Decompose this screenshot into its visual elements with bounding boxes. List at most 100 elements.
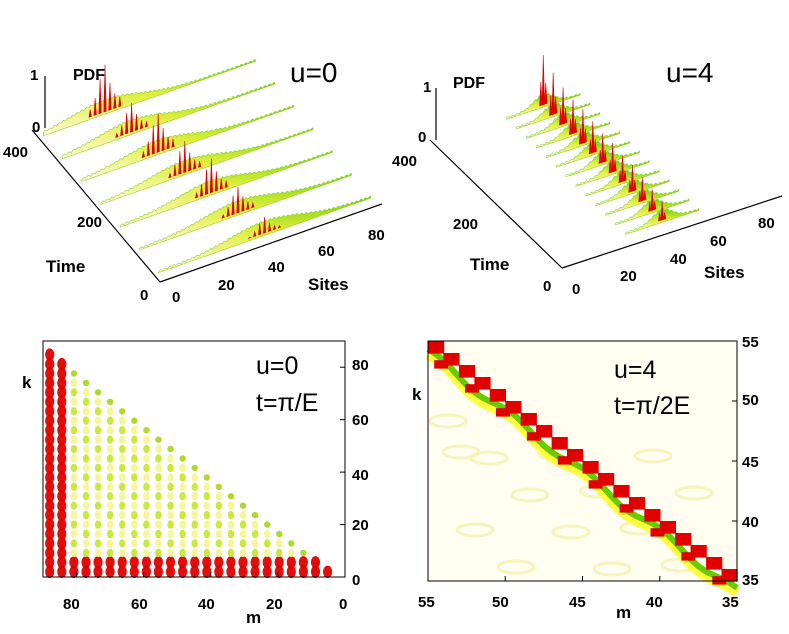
heatmap-cell [155, 548, 162, 558]
heatmap-cell [203, 529, 210, 539]
heatmap-cell [203, 492, 210, 501]
heatmap-cell [70, 492, 78, 501]
heatmap-cell [119, 529, 126, 539]
pdf-peak-spike [103, 64, 107, 113]
x-tick-40: 40 [646, 594, 663, 611]
pdf-peak-spike [108, 82, 112, 111]
surface-ribbon [565, 149, 640, 178]
heatmap-cell [70, 529, 78, 539]
pdf-peak-spike [638, 190, 642, 203]
pdf-peak-spike [539, 81, 543, 107]
x-axis-label: m [246, 608, 261, 627]
sites-axis-line [159, 203, 383, 283]
sites-tick-60: 60 [710, 233, 727, 250]
heatmap-cell [167, 510, 174, 520]
heatmap-cell [94, 397, 102, 406]
heatmap-cell [94, 482, 102, 491]
heatmap-cell [131, 529, 138, 539]
heatmap-cell [227, 501, 235, 510]
pdf-peak-spike [168, 172, 172, 179]
heatmap-cell [191, 473, 198, 482]
heatmap-cell [70, 454, 78, 463]
surface-ribbons-u4 [506, 55, 700, 235]
heatmap-cell [82, 501, 90, 510]
heatmap-cell [167, 454, 174, 463]
pdf-peak-spike [247, 236, 252, 240]
heatmap-cell [57, 433, 67, 446]
y-tick-80: 80 [352, 357, 369, 374]
heatmap-cell [202, 556, 212, 569]
heatmap-cell [119, 492, 126, 501]
pdf-peak-spike [623, 170, 627, 182]
heatmap-cell [106, 444, 114, 454]
heatmap-cell [155, 520, 162, 529]
heatmap-cell [106, 501, 114, 510]
z-tick-1: 1 [30, 67, 38, 84]
pdf-peak-spike [93, 97, 97, 116]
pdf-peak-spike [178, 151, 182, 175]
heatmap-cell [191, 482, 198, 491]
heatmap-cell [428, 341, 445, 354]
heatmap-cell [106, 529, 114, 539]
pdf-peak-spike [571, 99, 575, 135]
heatmap-cells-u4 [425, 341, 740, 597]
time-tick-0: 0 [543, 278, 551, 295]
heatmap-cell [94, 529, 102, 539]
pdf-peak-spike [598, 149, 602, 164]
panel-annotation: u=0 [290, 57, 338, 88]
heatmap-cell [57, 556, 67, 569]
heatmap-cell [131, 482, 138, 491]
sites-tick-80: 80 [368, 227, 385, 244]
heatmap-cell [57, 565, 67, 578]
heatmap-cell [165, 556, 176, 569]
pdf-peak-spike [618, 170, 622, 184]
heatmap-cell [239, 529, 247, 539]
heatmap-cell [45, 556, 55, 569]
time-axis-line [429, 139, 563, 269]
pdf-peak-spike [554, 96, 558, 115]
heatmap-cell [119, 539, 126, 548]
panel-top-left: 1 0 PDF u=0 400 200 0 Time 0 20 40 60 80… [3, 57, 385, 306]
heatmap-cell [191, 464, 198, 472]
heatmap-cell [310, 565, 321, 578]
heatmap-cell [82, 388, 90, 397]
pdf-peak-spike [601, 133, 605, 164]
heatmap-cell [227, 510, 235, 520]
heatmap-cell [105, 556, 115, 569]
y-tick-40: 40 [742, 514, 759, 531]
heatmap-cell [82, 473, 90, 482]
heatmap-cell [227, 539, 235, 548]
heatmap-cell [239, 502, 247, 509]
heatmap-cell [202, 565, 212, 578]
heatmap-cell [153, 556, 163, 569]
heatmap-cell [119, 482, 126, 491]
heatmap-cell [179, 529, 186, 539]
heatmap-cell [214, 565, 224, 578]
heatmap-cell [131, 435, 138, 444]
surface-ribbon [119, 150, 333, 228]
pdf-peak-spike [272, 224, 277, 231]
heatmap-cell [129, 565, 139, 578]
pdf-peak-spike [134, 113, 139, 131]
background-ripple [496, 559, 536, 575]
heatmap-cell [167, 529, 174, 539]
sites-tick-0: 0 [172, 289, 180, 306]
y-tick-0: 0 [352, 572, 360, 589]
heatmap-cell [167, 473, 174, 482]
heatmap-cell [520, 413, 537, 426]
heatmap-cell [178, 565, 188, 578]
tick-marks [427, 340, 738, 582]
heatmap-cell [143, 492, 150, 501]
heatmap-cell [57, 461, 67, 475]
heatmap-cell [70, 435, 78, 444]
heatmap-cell [82, 435, 90, 444]
heatmap-cell [131, 520, 138, 529]
time-tick-200: 200 [77, 214, 102, 231]
heatmap-cell [300, 549, 307, 557]
pdf-peak-spike [620, 155, 625, 183]
heatmap-cell [131, 463, 138, 473]
surface-ribbon [536, 121, 610, 149]
heatmap-cell [155, 444, 162, 454]
pdf-peak-spike [214, 171, 218, 192]
heatmap-cell [203, 510, 210, 520]
